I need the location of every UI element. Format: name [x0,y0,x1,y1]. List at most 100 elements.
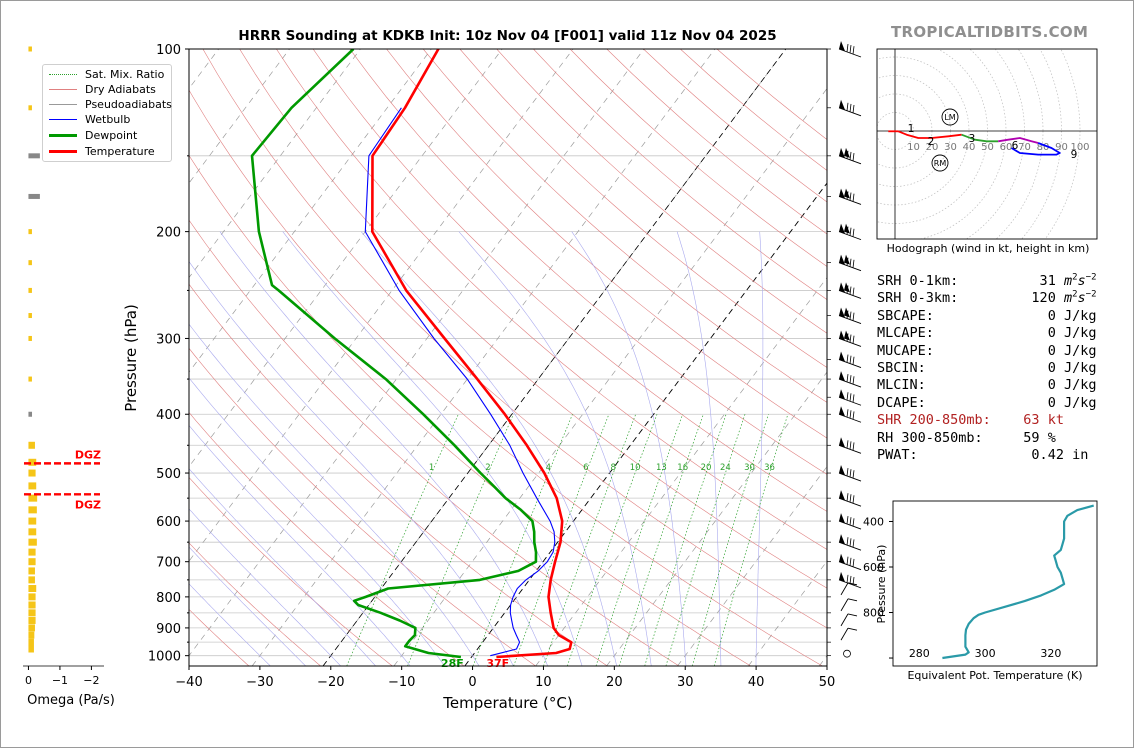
wind-barb [838,553,862,571]
omega-tick-label: 0 [25,674,32,687]
isotherm [189,49,361,279]
barb-feather [852,470,855,479]
dry-adiabat [422,49,827,403]
mixing-ratio-label: 36 [764,463,775,473]
isotherm [189,49,503,468]
dry-adiabat [459,49,827,368]
param-unit: in [1072,446,1089,463]
barb-feather [852,356,855,365]
dgz-label: DGZ [75,448,101,461]
param-value: 0 [998,394,1064,411]
legend-label: Dry Adiabats [85,82,156,96]
param-label: MLCAPE: [877,325,999,342]
calm-wind-marker [843,649,851,658]
omega-bar [28,441,35,449]
param-row: DCAPE: 0 J/kg [877,395,1097,412]
x-tick-label: 30 [677,675,694,690]
mixing-ratio-label: 4 [546,463,551,473]
hodograph-caption: Hodograph (wind in kt, height in km) [886,242,1090,255]
omega-bar [28,517,37,525]
wind-barb [838,307,862,324]
dewpoint-line [250,49,538,659]
moist-adiabat [189,323,480,666]
mixing-ratio-label: 6 [583,463,588,473]
omega-bar [28,335,32,341]
param-unit: J/kg [1063,359,1097,376]
barb-feather [846,440,849,449]
hodo-height-label: 6 [1012,140,1019,152]
legend-label: Sat. Mix. Ratio [85,67,165,81]
omega-bar [28,548,36,556]
barb-feather [846,392,849,401]
barb-pennant [839,99,845,110]
dry-adiabat [386,49,827,439]
omega-bar [28,376,32,382]
x-tick-label: 10 [535,675,552,690]
hodo-height-label: 3 [969,133,976,145]
wind-barb [838,371,862,388]
wind-barb [838,282,862,299]
theta-content [942,504,1094,660]
omega-bar [28,624,35,632]
barb-pennant [844,188,850,199]
barb-feather [849,441,852,450]
barb-feather [846,150,849,159]
param-label: MUCAPE: [877,342,999,359]
param-label: DCAPE: [877,394,999,411]
barb-shaft [840,582,849,596]
param-value: 59 [998,429,1048,446]
mixing-ratio-label: 20 [701,463,712,473]
barb-feather [852,46,855,55]
wind-barb [838,254,862,272]
legend-item: Pseudoadiabats [49,97,172,111]
y-axis-label: Pressure (hPa) [122,304,140,412]
mixing-ratio-line [595,414,684,666]
barb-pennant [839,371,845,382]
barb-pennant [839,465,845,476]
barb-feather [849,286,852,295]
dry-adiabat [189,283,608,666]
dry-adiabat [189,154,751,666]
omega-bar [28,593,36,601]
wind-barb [838,490,862,507]
barb-feather [849,45,852,54]
y-tick-label: 100 [156,43,181,58]
omega-bar [28,528,37,536]
omega-bar [28,494,38,502]
hodo-ring-label: 30 [944,142,957,153]
param-unit: m2s−2 [1063,289,1097,307]
barb-feather [849,192,852,201]
wind-barb [838,513,862,530]
hodo-ring-label: 40 [963,142,976,153]
barb-feather [846,493,849,502]
mixing-ratio-label: 24 [720,463,731,473]
param-row: RH 300-850mb: 59 % [877,430,1097,447]
omega-bar [28,609,36,617]
barb-feather [849,227,852,236]
barb-feather [852,228,855,237]
moist-adiabat [458,231,652,666]
barb-pennant [839,223,845,234]
dry-adiabat [189,89,823,666]
wind-barb [840,627,858,641]
barb-feather [852,558,855,567]
omega-bar [28,46,32,52]
barb-feather [849,575,852,585]
omega-bar [28,482,37,490]
barb-pennant [839,490,845,501]
wind-barb [838,465,862,482]
barb-feather [852,442,855,451]
barb-feather [846,354,849,363]
omega-bar [28,313,32,319]
param-value: 63 [998,412,1048,429]
barb-pennant [839,553,845,564]
dry-adiabat [533,49,827,301]
param-value: 0 [998,325,1064,342]
legend-label: Temperature [85,144,155,158]
omega-bar [28,105,32,111]
mixing-ratio-line [543,414,637,666]
barb-feather [846,310,849,319]
wind-barb [838,351,862,368]
x-tick-label: −10 [388,675,415,690]
param-unit: J/kg [1063,342,1097,359]
